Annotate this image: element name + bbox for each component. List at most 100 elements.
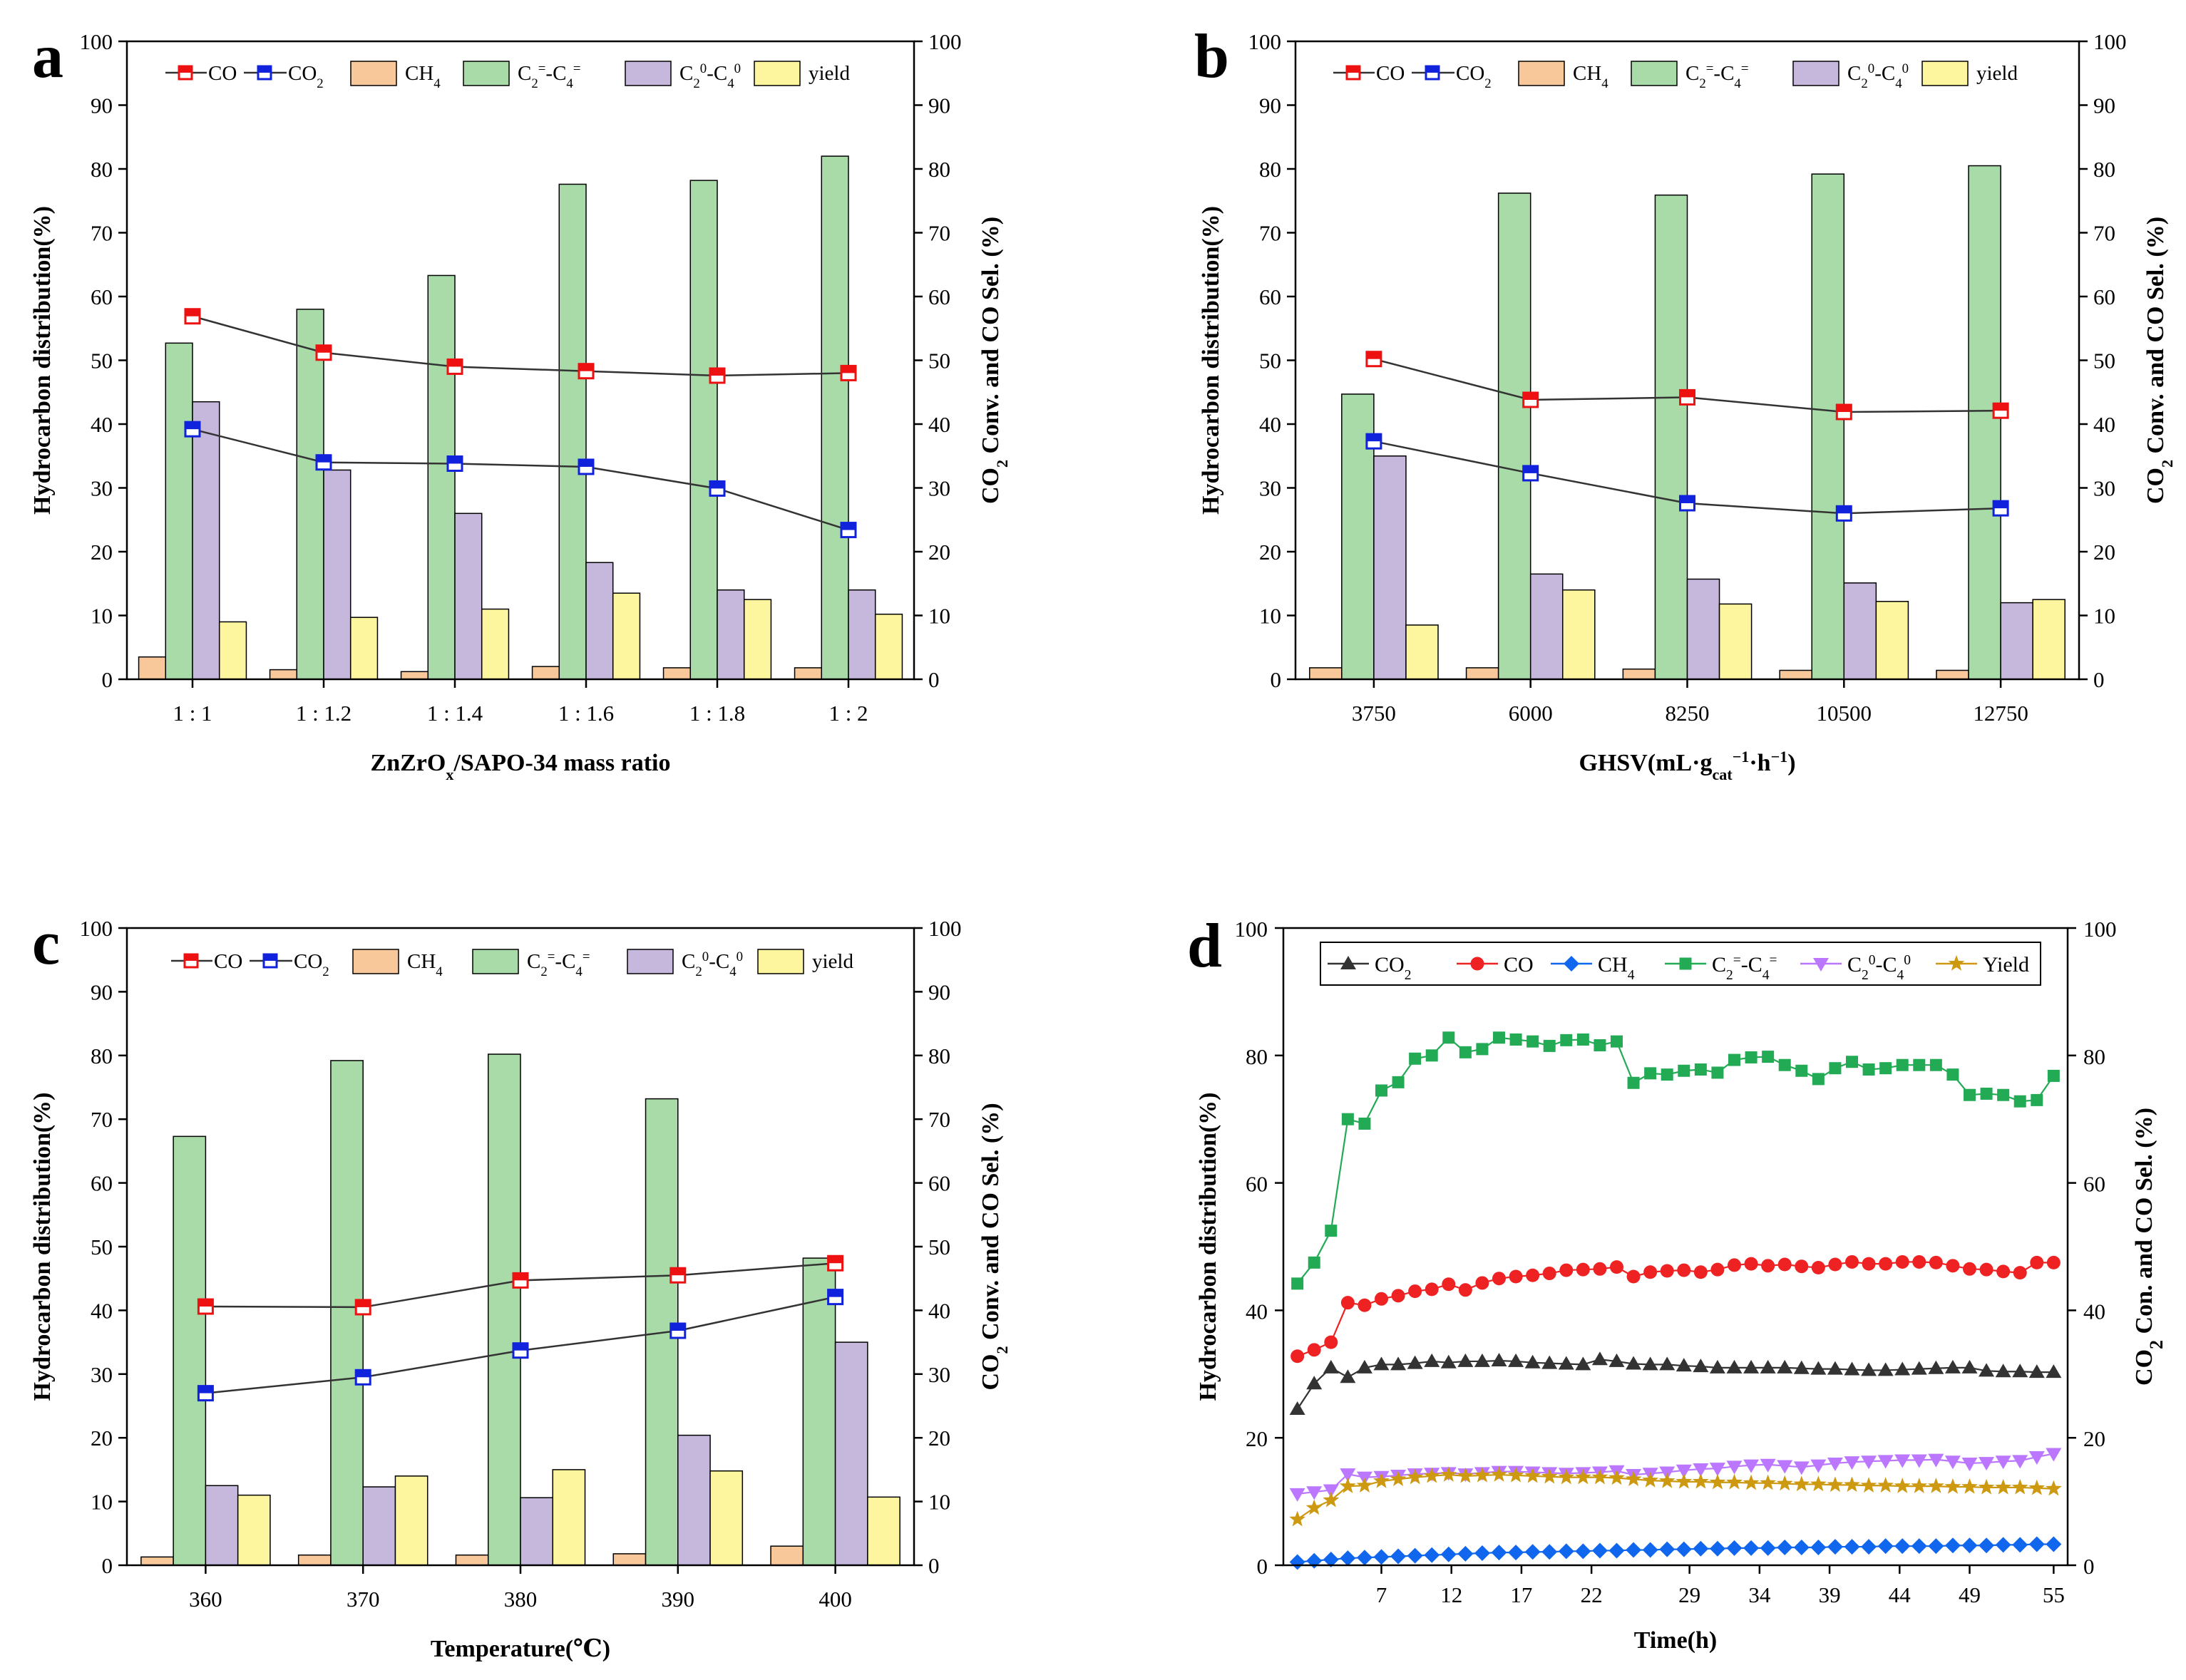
legend-label-C20-C40-part: 0	[1868, 61, 1874, 76]
marker-Yield-13	[1507, 1466, 1524, 1483]
ytick-label-left-60: 60	[91, 1171, 113, 1196]
marker-CO2-5	[1373, 1356, 1390, 1371]
xtick-label-2: 1 : 1.4	[427, 701, 483, 726]
ytick-label-right-0: 0	[928, 667, 940, 692]
marker-C20-C40-2	[1323, 1484, 1339, 1498]
marker-CH4-31	[1810, 1539, 1827, 1555]
marker-CO2-39	[1944, 1359, 1961, 1374]
marker-fill-CO-5	[841, 366, 856, 373]
marker-CO2-34	[1861, 1362, 1877, 1376]
legend-label-C20-C40: C20-C40	[682, 949, 743, 979]
line-CO2	[192, 428, 849, 531]
marker-CH4-22	[1659, 1541, 1676, 1557]
bar-C20-C40-3	[677, 1434, 711, 1566]
marker-C20-C40-25	[1709, 1463, 1725, 1477]
marker-C2=-C4=-41	[1980, 1087, 1993, 1100]
legend-label-C20-C40-part: 4	[1895, 76, 1902, 91]
bar-yield-1	[394, 1475, 429, 1566]
series-line-CO	[1297, 1261, 2054, 1357]
ytick-label-left-40: 40	[91, 1298, 113, 1323]
legend-swatch-CH4	[352, 949, 399, 974]
xtick-label-17: 17	[1510, 1582, 1532, 1607]
ytick-label-left-80: 80	[1246, 1044, 1268, 1069]
ytick-label-right-80: 80	[928, 157, 950, 182]
marker-C20-C40-44	[2028, 1451, 2045, 1465]
y-axis-left-title: Hydrocarbon distribution(%)	[29, 206, 56, 515]
legend-label-yield-part: yield	[1976, 62, 2018, 85]
marker-C2=-C4=-31	[1812, 1073, 1825, 1086]
marker-fill-CO-2	[513, 1273, 528, 1281]
marker-fill-CO-3	[1837, 404, 1852, 412]
marker-C2=-C4=-14	[1526, 1035, 1539, 1048]
marker-CO-41	[1979, 1262, 1993, 1277]
bar-C20-C40-5	[848, 589, 876, 680]
marker-CO2-18	[1591, 1351, 1608, 1366]
marker-CO2-6	[1390, 1356, 1407, 1371]
marker-Yield-34	[1860, 1477, 1877, 1493]
marker-CO-45	[2046, 1255, 2061, 1269]
ytick-label-left-100: 100	[80, 916, 113, 941]
legend-label-C2=-C4=: C2=-C4=	[1712, 953, 1777, 983]
legend-label-C2=-C4=-part: 2	[1699, 76, 1705, 91]
legend-label-C20-C40-part: 0	[734, 61, 741, 76]
marker-CH4-29	[1777, 1539, 1793, 1555]
marker-C2=-C4=-39	[1946, 1068, 1959, 1081]
legend-label-C2=-C4=-part: =	[1741, 61, 1749, 76]
marker-C20-C40-41	[1979, 1457, 1995, 1471]
bar-C20-C40-0	[205, 1485, 239, 1566]
marker-CO-22	[1660, 1264, 1674, 1278]
legend-label-C20-C40-part: -C	[709, 950, 729, 973]
bar-yield-4	[2032, 599, 2066, 680]
legend-label-CO2: CO2	[1456, 62, 1492, 91]
legend-marker-fill-CO	[179, 66, 192, 73]
ytick-label-right-90: 90	[928, 979, 950, 1004]
xtick-label-55: 55	[2043, 1582, 2065, 1607]
marker-CO2-3	[1340, 1369, 1356, 1383]
marker-CO2-32	[1827, 1361, 1843, 1375]
marker-fill-CO2-3	[1837, 506, 1852, 514]
marker-Yield-32	[1827, 1476, 1844, 1493]
marker-Yield-42	[1995, 1478, 2012, 1495]
marker-CO-15	[1542, 1267, 1556, 1281]
marker-CO2-10	[1457, 1353, 1474, 1367]
legend-swatch-C2=-C4=	[1631, 61, 1678, 86]
y-axis-right-title-part: CO	[2131, 1349, 2157, 1386]
ytick-label-left-10: 10	[91, 1490, 113, 1515]
marker-Yield-40	[1961, 1478, 1978, 1494]
bar-C20-C40-3	[1843, 582, 1877, 680]
marker-CH4-2	[1323, 1551, 1339, 1567]
ytick-label-right-20: 20	[928, 540, 950, 565]
marker-C2=-C4=-5	[1375, 1084, 1387, 1097]
legend-marker-fill-CO2	[264, 954, 277, 961]
marker-CO-5	[1375, 1292, 1388, 1306]
legend-swatch-C20-C40	[1792, 61, 1839, 86]
marker-Yield-3	[1339, 1478, 1356, 1493]
y-axis-left-title: Hydrocarbon distribution(%)	[29, 1093, 56, 1401]
legend-label-C2=-C4=-part: =	[573, 61, 581, 76]
marker-CO-32	[1828, 1257, 1842, 1272]
marker-C2=-C4=-26	[1728, 1053, 1740, 1066]
marker-CO2-11	[1474, 1353, 1490, 1367]
marker-C20-C40-45	[2046, 1448, 2062, 1462]
y-axis-right-title-part: Conv. and CO Sel. (%)	[2143, 217, 2169, 460]
marker-Yield-15	[1541, 1468, 1558, 1484]
marker-C2=-C4=-29	[1778, 1058, 1791, 1071]
bar-CH4-0	[140, 1556, 174, 1566]
xtick-label-44: 44	[1889, 1582, 1912, 1607]
bar-C2=-C4=-2	[427, 274, 456, 680]
marker-Yield-6	[1390, 1470, 1407, 1487]
marker-CO2-28	[1760, 1359, 1776, 1374]
legend-label-C20-C40-part: -C	[1874, 62, 1895, 85]
ytick-label-right-50: 50	[928, 1235, 950, 1259]
ytick-label-right-50: 50	[2093, 349, 2115, 373]
ytick-label-left-50: 50	[91, 349, 113, 373]
xtick-label-2: 8250	[1666, 701, 1710, 726]
bar-yield-3	[612, 592, 641, 680]
ytick-label-right-100: 100	[2093, 29, 2127, 54]
marker-CO2-2	[1323, 1359, 1339, 1374]
marker-C20-C40-36	[1894, 1454, 1911, 1468]
marker-C2=-C4=-43	[2013, 1095, 2026, 1108]
marker-C2=-C4=-17	[1576, 1033, 1589, 1046]
marker-C2=-C4=-22	[1661, 1068, 1673, 1081]
marker-C20-C40-legend	[1813, 958, 1829, 972]
